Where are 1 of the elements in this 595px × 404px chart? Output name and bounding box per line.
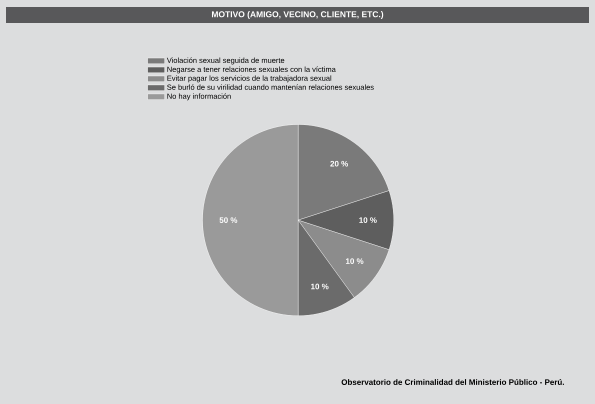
chart-title: MOTIVO (AMIGO, VECINO, CLIENTE, ETC.) xyxy=(212,11,384,19)
